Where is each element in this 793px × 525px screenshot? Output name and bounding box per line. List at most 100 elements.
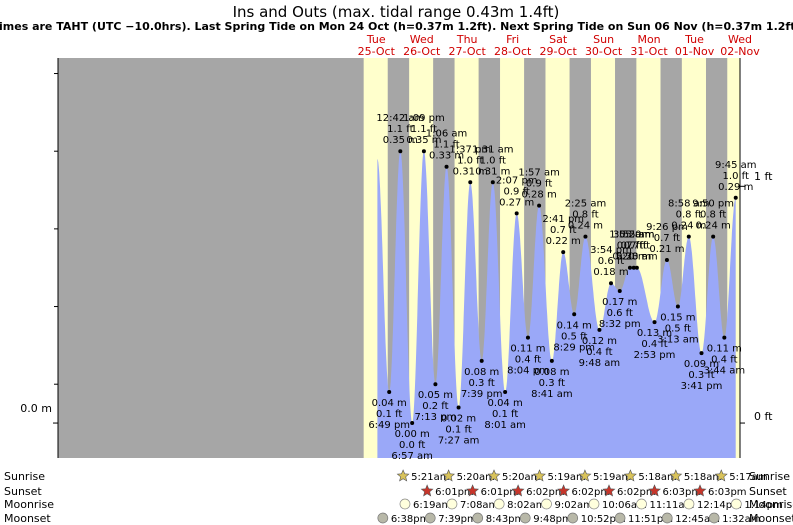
tide-point-label: 0.31 m: [453, 166, 488, 177]
tide-point-label: 7:13 pm: [415, 412, 457, 423]
moonset-moon-icon: [519, 512, 531, 524]
tide-point-label: 0.7 ft: [621, 241, 647, 252]
sunrise-star-icon: [533, 469, 546, 482]
tide-point-label: 9:26 pm: [646, 222, 688, 233]
day-header-dow: Sun: [593, 33, 614, 46]
row-label-moonrise-left: Moonrise: [4, 498, 54, 511]
tide-point-label: 5:33 am: [616, 252, 658, 263]
sunset-star-icon: [648, 484, 661, 497]
tide-point-marker: [711, 234, 716, 239]
sunrise-time-label: 5:18am: [638, 472, 676, 483]
tide-point-label: 0.1 ft: [492, 409, 518, 420]
tide-point-label: 0.21 m: [649, 244, 684, 255]
day-header-dow: Mon: [637, 33, 660, 46]
tide-point-marker: [444, 164, 449, 169]
moonset-moon-icon: [614, 512, 626, 524]
sunrise-time-label: 5:17am: [729, 472, 767, 483]
sunset-time-label: 6:03pm: [663, 487, 702, 498]
tide-point-label: 0.18 m: [593, 267, 628, 278]
tide-point-label: 0.08 m: [464, 367, 499, 378]
sunrise-time-label: 5:20am: [502, 472, 540, 483]
tide-point-label: 0.2 ft: [422, 401, 448, 412]
sunset-star-icon: [420, 484, 434, 497]
row-label-moonset-left: Moonset: [4, 512, 51, 525]
tide-point-label: 0.00 m: [395, 429, 430, 440]
sunset-time-label: 6:03pm: [708, 487, 747, 498]
tide-point-label: 8:29 pm: [553, 342, 595, 353]
tide-point-label: 0.24 m: [568, 221, 603, 232]
tide-point-label: 0.04 m: [488, 398, 523, 409]
tide-point-marker: [733, 195, 738, 200]
tide-point-label: 1.1 ft: [433, 140, 459, 151]
tide-point-label: 0.3 ft: [539, 378, 565, 389]
moonrise-moon-icon: [399, 498, 411, 510]
tide-point-label: 0.27 m: [499, 197, 534, 208]
day-header-date: 30-Oct: [585, 45, 623, 58]
sunset-star-icon: [511, 484, 525, 497]
sunset-star-icon: [466, 484, 480, 497]
tide-area: [377, 151, 736, 458]
tide-point-label: 0.3 ft: [469, 378, 495, 389]
moonrise-time-label: 8:02am: [507, 500, 545, 511]
tide-point-label: 0.20 m: [616, 252, 651, 263]
sunrise-star-icon: [623, 469, 637, 482]
tide-point-label: 0.4 ft: [641, 339, 667, 350]
tide-point-label: 0.8 ft: [572, 210, 598, 221]
tide-point-label: 1.1 ft: [411, 124, 437, 135]
tide-point-label: 6:49 pm: [368, 420, 410, 431]
tide-point-label: 0.35 m: [406, 135, 441, 146]
sunrise-time-label: 5:21am: [411, 472, 449, 483]
sun-moon-rows: Sunrise Sunset Moonrise Moonset Sunrise …: [4, 469, 793, 525]
tide-point-marker: [722, 335, 727, 340]
sunset-star-icon: [693, 484, 707, 497]
moonset-time-label: 1:32am: [722, 514, 760, 525]
row-label-sunrise-right: Sunrise: [749, 470, 790, 483]
tide-point-label: 1.0 ft: [480, 155, 506, 166]
axes: 0.0 m 0 ft 1 ft: [20, 58, 773, 458]
tide-point-marker: [479, 358, 484, 363]
tide-point-label: 0.09 m: [684, 359, 719, 370]
day-header-date: 02-Nov: [720, 45, 760, 58]
moonset-time-label: 8:43pm: [486, 514, 525, 525]
row-label-sunrise-left: Sunrise: [4, 470, 45, 483]
sunset-time-label: 6:01pm: [481, 487, 520, 498]
tide-point-label: 0.5 ft: [665, 324, 691, 335]
moonrise-moon-icon: [636, 498, 647, 510]
tide-point-label: 9:45 am: [715, 160, 757, 171]
tide-point-marker: [514, 211, 519, 216]
tide-point-marker: [617, 289, 622, 294]
sunset-time-label: 6:02pm: [617, 487, 656, 498]
day-header-date: 29-Oct: [539, 45, 577, 58]
tide-point-label: 8:58 am: [668, 199, 710, 210]
sunset-time-label: 6:01pm: [435, 487, 474, 498]
day-header-dow: Fri: [506, 33, 519, 46]
tide-point-label: 0.7 ft: [550, 225, 576, 236]
sunrise-time-label: 5:18am: [684, 472, 722, 483]
sunset-time-label: 6:02pm: [526, 487, 565, 498]
moonset-time-label: 6:38pm: [391, 514, 430, 525]
moonset-moon-icon: [472, 512, 484, 524]
tide-point-marker: [503, 389, 508, 394]
tide-point-label: 0.1 ft: [376, 409, 402, 420]
moonset-time-label: 11:51pm: [628, 514, 673, 525]
tide-point-label: 3:13 am: [657, 335, 699, 346]
tide-point-marker: [398, 149, 403, 154]
day-header-date: 27-Oct: [449, 45, 487, 58]
tide-point-marker: [634, 265, 639, 270]
tide-point-label: 9:50 pm: [692, 199, 734, 210]
tide-point-marker: [410, 421, 415, 426]
tide-point-label: 0.8 ft: [700, 210, 726, 221]
tide-point-marker: [631, 265, 636, 270]
tide-point-label: 0.4 ft: [586, 347, 612, 358]
moonrise-time-label: 1:14pm: [744, 500, 783, 511]
row-label-sunset-right: Sunset: [749, 485, 787, 498]
tide-point-marker: [468, 180, 473, 185]
chart-subtitle: Times are TAHT (UTC −10.0hrs). Last Spri…: [0, 20, 793, 33]
day-header-date: 26-Oct: [403, 45, 441, 58]
tide-point-label: 0.6 ft: [598, 256, 624, 267]
moonset-time-label: 9:48pm: [533, 514, 572, 525]
tide-point-label: 1:37 pm: [449, 144, 491, 155]
tide-point-label: 0.9 ft: [526, 179, 552, 190]
row-label-sunset-left: Sunset: [4, 485, 42, 498]
moonrise-moon-icon: [730, 498, 742, 510]
